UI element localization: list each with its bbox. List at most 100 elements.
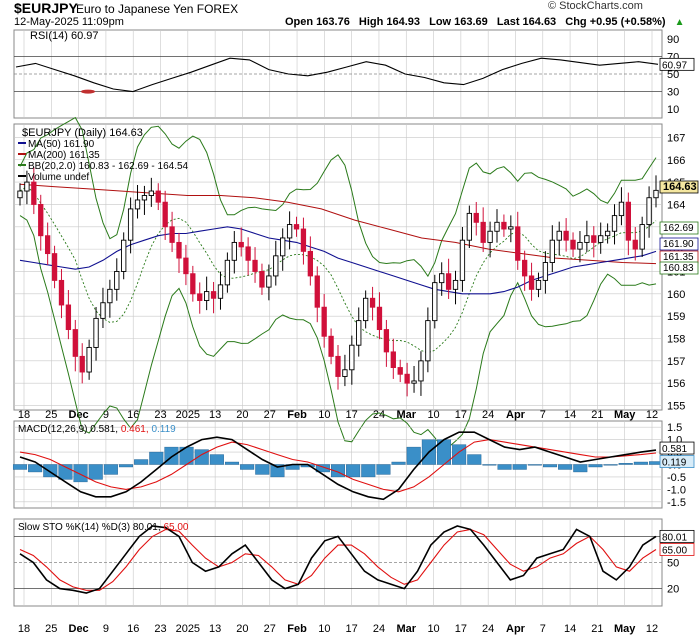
macd-hist-bar bbox=[482, 464, 497, 466]
up-arrow-icon: ▲ bbox=[674, 17, 685, 28]
x-tick-label: 21 bbox=[591, 623, 603, 635]
candle-body bbox=[169, 226, 175, 243]
candle-body bbox=[197, 293, 203, 301]
candle-body bbox=[508, 226, 514, 230]
x-tick-label: Apr bbox=[506, 409, 526, 421]
last-value: Last 164.63 bbox=[496, 16, 557, 28]
candle-body bbox=[134, 199, 141, 210]
candle-body bbox=[570, 239, 576, 250]
legend-bb: BB(20,2.0) 160.83 - 162.69 - 164.54 bbox=[28, 161, 189, 172]
candle-body bbox=[204, 291, 210, 301]
macd-hist-bar bbox=[73, 464, 88, 483]
x-tick-label: 17 bbox=[455, 623, 467, 635]
candle-body bbox=[238, 241, 244, 248]
candle-body bbox=[162, 201, 168, 228]
macd-line bbox=[19, 431, 657, 501]
macd-hist-bar bbox=[467, 454, 482, 465]
macd-tick-label: -0.5 bbox=[667, 472, 686, 484]
price-tick-label: 167 bbox=[667, 132, 685, 144]
price-badge-text: 161.35 bbox=[663, 252, 694, 263]
macd-label-hist: 0.119 bbox=[151, 424, 176, 435]
rsi-value-badge bbox=[659, 57, 695, 71]
candle-body bbox=[632, 239, 638, 250]
candle-body bbox=[300, 228, 307, 252]
x-tick-label: 25 bbox=[45, 409, 57, 421]
x-tick-label: 12 bbox=[646, 623, 658, 635]
stockcharts-logo: © StockCharts.com bbox=[548, 0, 643, 12]
sto-badge bbox=[659, 543, 695, 556]
rsi-tick-label: 50 bbox=[667, 69, 679, 81]
candle-body bbox=[618, 201, 625, 217]
candle-body bbox=[376, 306, 383, 331]
price-badge-text: 160.83 bbox=[663, 263, 694, 274]
candle-body bbox=[432, 282, 438, 322]
candle-body bbox=[501, 221, 507, 230]
candle-body bbox=[528, 275, 535, 290]
candle-body bbox=[459, 239, 466, 281]
candle-body bbox=[363, 297, 369, 322]
candle-body bbox=[259, 271, 265, 288]
candle-body bbox=[121, 239, 127, 272]
candle-body bbox=[293, 224, 300, 230]
x-tick-label: 18 bbox=[18, 409, 30, 421]
macd-hist-bar bbox=[391, 461, 406, 465]
sto-badge bbox=[659, 529, 695, 543]
candle-body bbox=[31, 181, 37, 205]
candle-body bbox=[535, 279, 542, 290]
high-value: High 164.93 bbox=[358, 16, 421, 28]
price-tick-label: 164 bbox=[667, 199, 685, 211]
open-value: Open 163.76 bbox=[285, 16, 350, 28]
candle-body bbox=[314, 275, 320, 308]
macd-hist-bar bbox=[361, 464, 376, 478]
candle-body bbox=[224, 259, 231, 286]
candle-body bbox=[577, 241, 583, 250]
candle-body bbox=[45, 235, 51, 255]
x-tick-label: 16 bbox=[127, 409, 139, 421]
price-legend-title: $EURJPY (Daily) 164.63 bbox=[22, 127, 143, 139]
x-tick-label: 17 bbox=[346, 623, 358, 635]
x-tick-label: 9 bbox=[103, 623, 109, 635]
candle-body bbox=[273, 255, 279, 277]
instrument-name: Euro to Japanese Yen FOREX bbox=[76, 2, 239, 16]
x-tick-label: 21 bbox=[591, 409, 603, 421]
candle-body bbox=[176, 241, 182, 259]
candle-body bbox=[24, 181, 30, 192]
candle-body bbox=[598, 235, 604, 243]
macd-hist-bar bbox=[12, 464, 28, 470]
x-tick-label: 17 bbox=[346, 409, 358, 421]
sto-tick-label: 20 bbox=[667, 584, 679, 596]
macd-hist-bar bbox=[618, 463, 633, 465]
candle-body bbox=[556, 230, 562, 241]
candle-body bbox=[425, 320, 431, 362]
x-tick-label: Apr bbox=[506, 623, 526, 635]
sto-badge-text: 65.00 bbox=[662, 545, 687, 556]
candle-body bbox=[349, 344, 355, 371]
candle-body bbox=[335, 355, 341, 377]
price-badge bbox=[659, 261, 699, 275]
candle-body bbox=[639, 224, 645, 250]
rsi-value-badge-text: 60.97 bbox=[662, 60, 687, 71]
candle-body bbox=[604, 230, 611, 237]
x-tick-label: 9 bbox=[103, 409, 109, 421]
candle-body bbox=[127, 208, 134, 241]
macd-hist-bar bbox=[315, 464, 330, 473]
macd-hist-bar bbox=[376, 464, 391, 475]
macd-hist-bar bbox=[542, 464, 558, 468]
price-tick-label: 157 bbox=[667, 356, 685, 368]
x-tick-label: Feb bbox=[287, 623, 307, 635]
candle-body bbox=[369, 297, 376, 308]
change-value: Chg +0.95 (+0.58%) bbox=[565, 16, 666, 28]
macd-hist-bar bbox=[103, 464, 118, 475]
x-tick-label: Mar bbox=[396, 623, 416, 635]
sto-tick-label: 50 bbox=[667, 558, 679, 570]
candle-body bbox=[418, 360, 424, 382]
macd-hist-bar bbox=[588, 464, 603, 468]
macd-hist-bar bbox=[603, 464, 618, 466]
rsi-tick-label: 30 bbox=[667, 87, 679, 99]
legend-volume: Volume undef bbox=[28, 172, 89, 183]
candle-body bbox=[65, 304, 72, 331]
x-tick-label: Dec bbox=[69, 623, 89, 635]
macd-hist-bar bbox=[28, 464, 43, 473]
candle-body bbox=[584, 235, 590, 243]
